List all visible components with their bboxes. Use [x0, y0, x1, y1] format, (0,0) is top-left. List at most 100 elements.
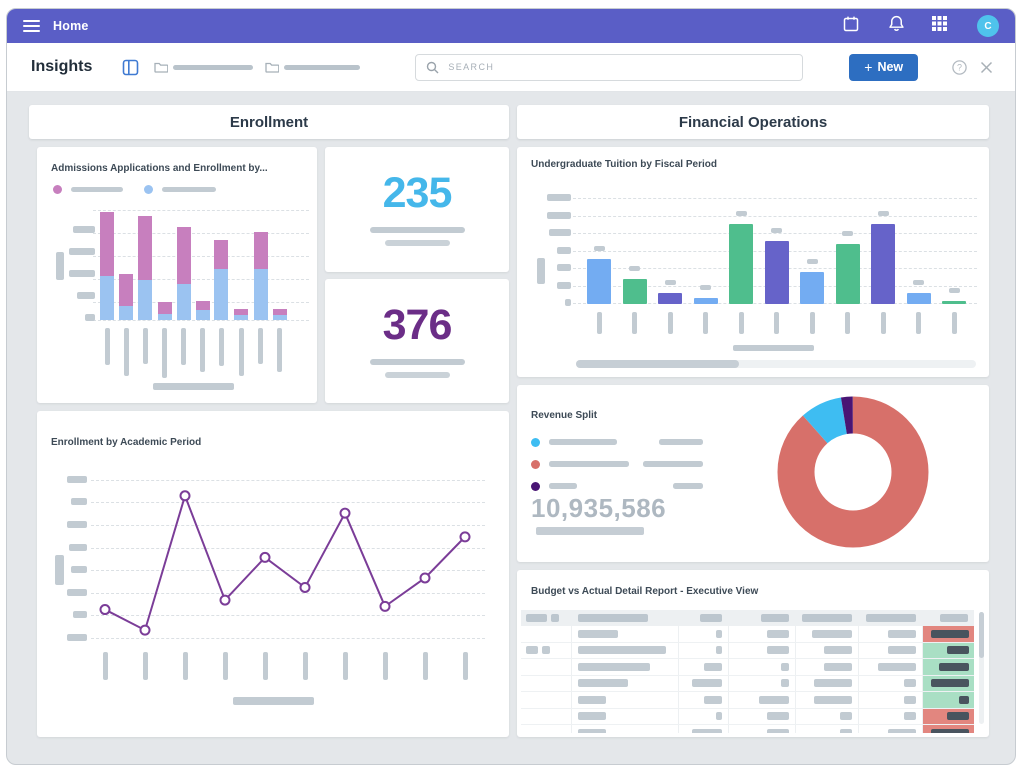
- bar: [693, 298, 718, 304]
- help-icon[interactable]: ?: [951, 59, 968, 76]
- table-row[interactable]: [521, 675, 974, 692]
- search-input[interactable]: [446, 61, 793, 73]
- table-cell: [859, 610, 923, 626]
- data-label-placeholder: [700, 285, 711, 290]
- legend-value-placeholder: [659, 439, 703, 445]
- close-icon[interactable]: [980, 61, 993, 74]
- table-row[interactable]: [521, 642, 974, 659]
- table-row[interactable]: [521, 626, 974, 643]
- table-cell: [796, 675, 859, 691]
- app-grid-icon[interactable]: [932, 16, 947, 36]
- admissions-stacked-bar-chart: [37, 147, 317, 403]
- horizontal-scrollbar[interactable]: [576, 360, 976, 368]
- nav-home-link[interactable]: Home: [53, 19, 89, 33]
- kpi-label-placeholder: [369, 227, 465, 234]
- cell-value-placeholder: [716, 646, 722, 655]
- stacked-bar-upper-segment: [157, 302, 172, 314]
- bar: [800, 272, 824, 304]
- cell-value-placeholder: [578, 712, 606, 721]
- stacked-bar-lower-segment: [157, 314, 172, 320]
- table-cell: [729, 675, 796, 691]
- legend-item: [144, 185, 216, 194]
- cell-value-placeholder: [781, 679, 789, 688]
- revenue-total-label-placeholder: [536, 527, 644, 535]
- y-tick-placeholder: [67, 476, 87, 483]
- stacked-bar-upper-segment: [138, 216, 152, 280]
- table-row[interactable]: [521, 725, 974, 733]
- table-cell: [729, 708, 796, 724]
- table-cell: [572, 610, 679, 626]
- y-tick-placeholder: [557, 281, 571, 289]
- slice-dark-purple: [777, 396, 929, 548]
- cell-value-placeholder: [704, 662, 722, 671]
- cell-value-placeholder: [931, 679, 969, 688]
- cell-value-placeholder: [840, 728, 852, 733]
- table-cell: [859, 692, 923, 708]
- stacked-bar-lower-segment: [119, 306, 133, 320]
- gridline: [573, 233, 977, 234]
- cell-value-placeholder: [931, 629, 969, 638]
- x-tick-placeholder: [302, 652, 308, 680]
- stacked-bar-lower-segment: [138, 280, 152, 320]
- table-row[interactable]: [521, 708, 974, 725]
- kpi-label-placeholder: [369, 358, 465, 365]
- y-tick-placeholder: [557, 264, 571, 271]
- donut-svg: [777, 396, 929, 548]
- y-tick-placeholder: [71, 566, 87, 573]
- table-cell: [796, 610, 859, 626]
- table-cell: [796, 626, 859, 642]
- table-cell: [729, 725, 796, 733]
- kpi-card-1: 235: [325, 147, 509, 272]
- cell-value-placeholder: [939, 662, 969, 671]
- cell-value-placeholder: [767, 629, 789, 638]
- table-cell: [521, 659, 572, 675]
- budget-table: [521, 610, 974, 733]
- hamburger-menu-icon[interactable]: [23, 19, 40, 33]
- table-cell: [796, 642, 859, 658]
- user-avatar[interactable]: C: [977, 15, 999, 37]
- panel-layout-toggle-icon[interactable]: [122, 59, 139, 76]
- table-cell: [679, 626, 729, 642]
- stacked-bar-upper-segment: [195, 301, 210, 310]
- bar: [622, 279, 647, 304]
- gridline: [91, 638, 485, 639]
- table-cell: [572, 708, 679, 724]
- scrollbar-thumb[interactable]: [576, 360, 739, 368]
- x-tick-placeholder: [142, 652, 148, 680]
- search-icon: [427, 61, 439, 73]
- cell-value-placeholder: [767, 646, 789, 655]
- table-row[interactable]: [521, 659, 974, 676]
- scrollbar-thumb[interactable]: [979, 612, 984, 658]
- stacked-bar-upper-segment: [100, 212, 114, 276]
- y-tick-placeholder: [69, 248, 95, 255]
- breadcrumb-item-1[interactable]: [154, 61, 254, 73]
- table-vertical-scrollbar[interactable]: [979, 612, 984, 724]
- new-button[interactable]: + New: [849, 53, 918, 81]
- data-label-placeholder: [948, 288, 960, 293]
- table-cell: [521, 610, 572, 626]
- bell-icon[interactable]: [887, 14, 906, 38]
- folder-icon: [265, 62, 280, 73]
- calendar-icon[interactable]: [841, 14, 861, 39]
- table-cell: [729, 659, 796, 675]
- stacked-bar-lower-segment: [234, 315, 248, 320]
- table-cell: [796, 708, 859, 724]
- breadcrumb-item-2[interactable]: [265, 61, 361, 73]
- y-axis-title-placeholder: [537, 258, 545, 284]
- data-label-placeholder: [664, 280, 676, 285]
- search-box[interactable]: [415, 53, 804, 81]
- cell-value-placeholder: [716, 629, 722, 638]
- x-tick-placeholder: [262, 652, 268, 680]
- x-tick-placeholder: [222, 652, 228, 680]
- enrollment-column: Enrollment Admissions Applications and E…: [29, 105, 509, 737]
- x-tick-placeholder: [238, 328, 244, 376]
- y-tick-placeholder: [77, 292, 95, 299]
- table-row[interactable]: [521, 692, 974, 709]
- x-tick-placeholder: [880, 312, 886, 334]
- cell-value-placeholder: [578, 614, 648, 622]
- y-tick-placeholder: [67, 634, 87, 641]
- data-point-marker: [139, 624, 151, 636]
- x-tick-placeholder: [845, 312, 850, 334]
- table-cell: [796, 725, 859, 733]
- table-cell: [729, 642, 796, 658]
